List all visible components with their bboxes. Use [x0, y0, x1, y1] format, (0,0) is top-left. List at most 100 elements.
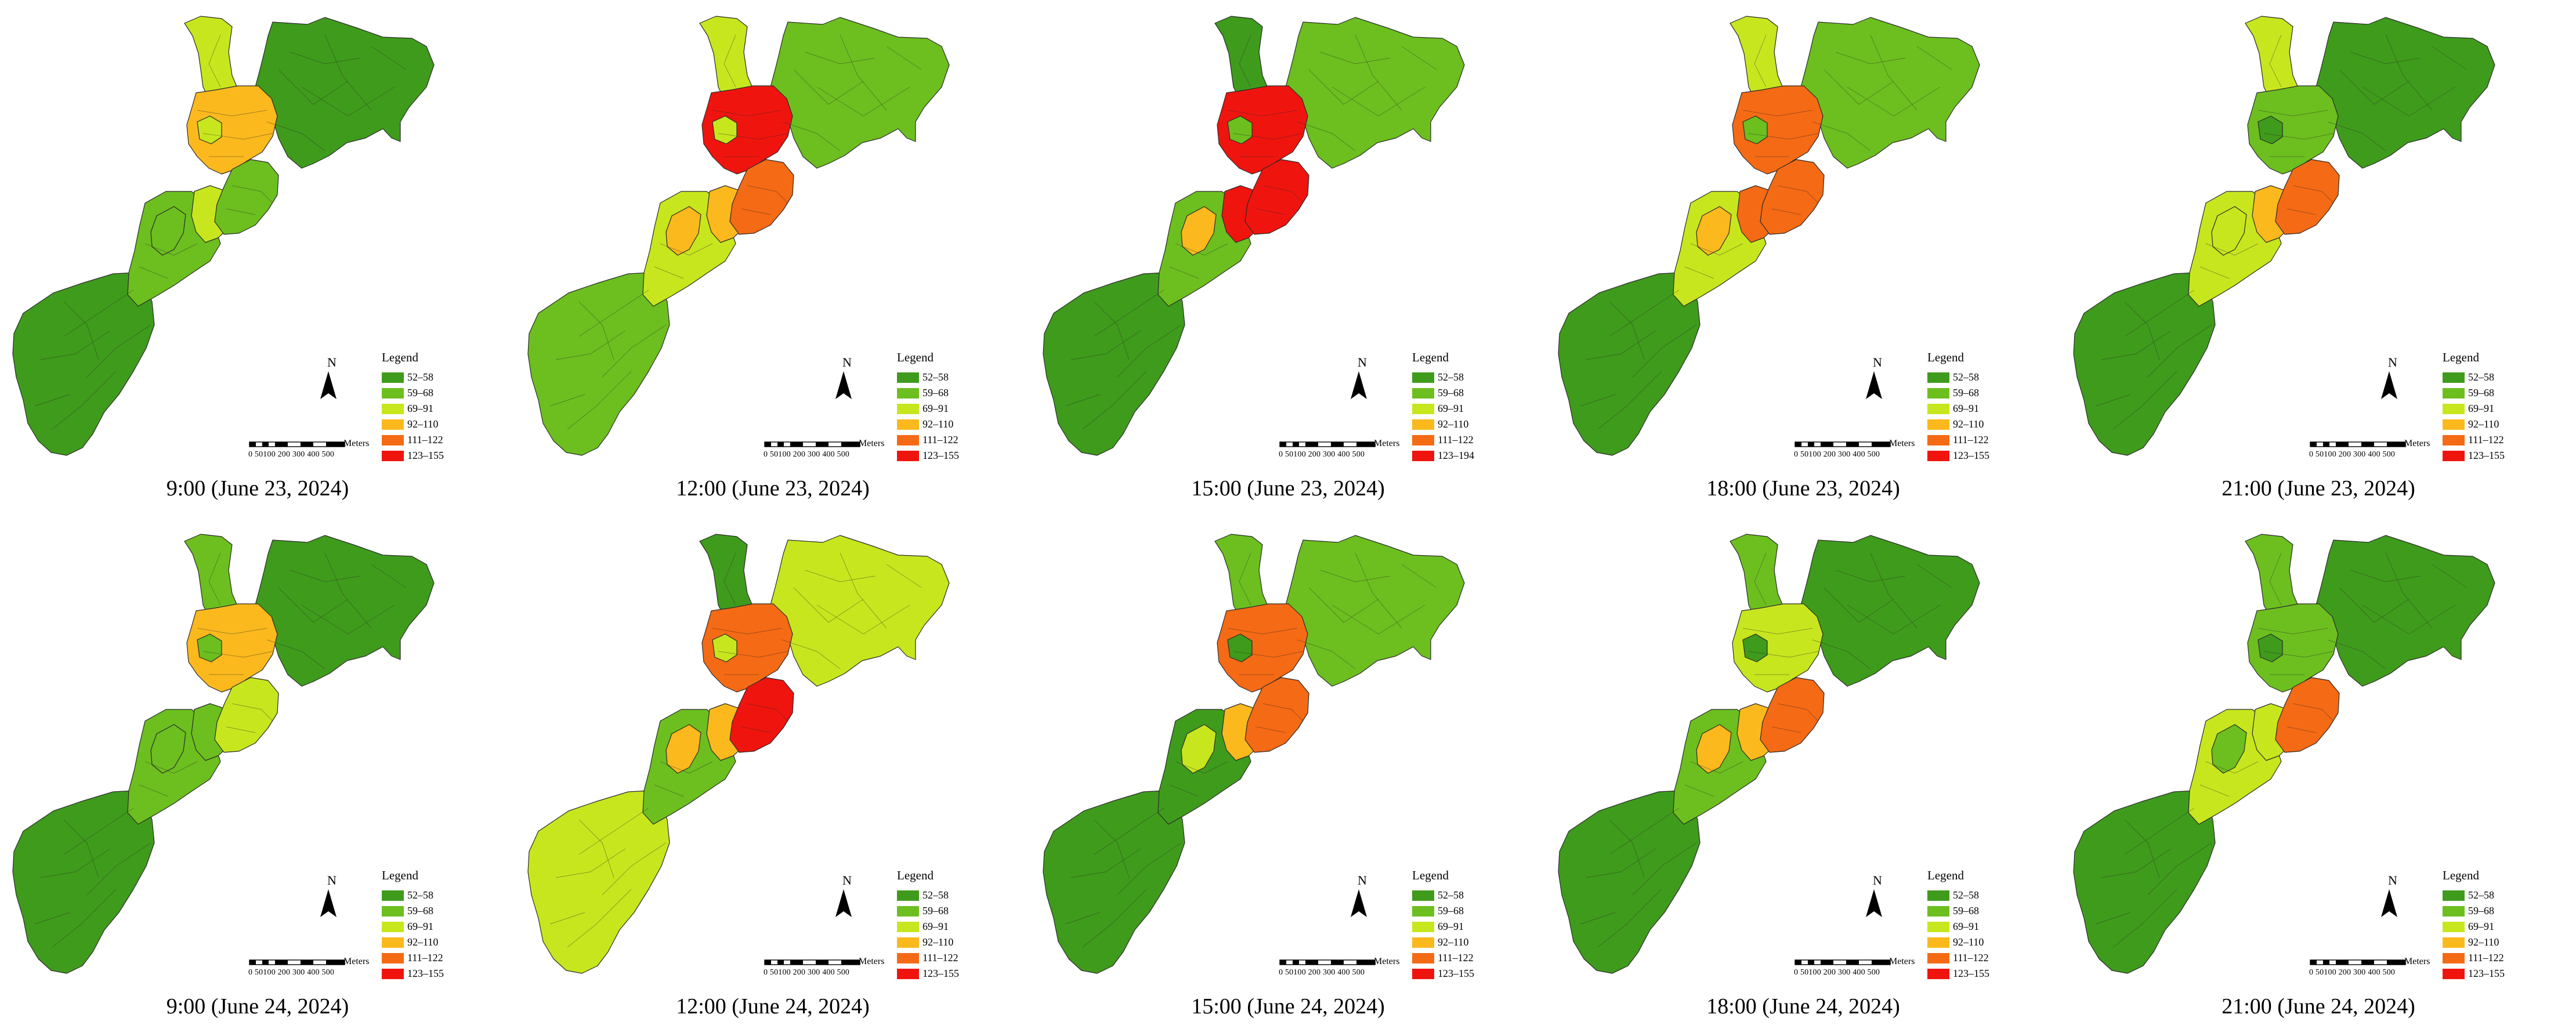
legend-swatch [1412, 388, 1434, 399]
zone-hub [701, 85, 793, 175]
legend-label: 52–58 [1953, 889, 1979, 901]
north-label: N [1873, 873, 1882, 888]
legend-label: 52–58 [922, 371, 949, 383]
legend-label: 69–91 [407, 403, 433, 414]
zone-hub [1217, 603, 1308, 693]
legend-label: 52–58 [407, 889, 433, 901]
legend-swatch [2443, 372, 2465, 383]
legend-label: 59–68 [1438, 387, 1464, 399]
north-label: N [1358, 873, 1367, 888]
legend-label: 69–91 [407, 921, 433, 932]
scale-ticks: 0 50100 200 300 400 500 [1279, 450, 1365, 459]
zone-center [1760, 159, 1825, 235]
scale-bar-icon [249, 959, 345, 965]
north-arrow-icon [2381, 371, 2397, 399]
scale-unit: Meters [1374, 957, 1400, 966]
zone-center [729, 159, 794, 235]
legend-swatch [897, 906, 919, 917]
legend-swatch [2443, 922, 2465, 932]
legend-label: 123–155 [2468, 450, 2505, 461]
scale-bar-icon [1794, 959, 1891, 965]
legend-title: Legend [1927, 350, 1964, 364]
zone-center [729, 677, 794, 753]
legend-label: 92–110 [1953, 418, 1984, 430]
parcel-boundaries [549, 34, 922, 430]
scale-bar-icon [249, 441, 345, 447]
legend-label: 123–155 [922, 968, 959, 979]
legend-title: Legend [1927, 868, 1964, 882]
legend-swatch [897, 451, 919, 461]
legend-label: 111–122 [922, 434, 958, 445]
zone-southWest [12, 272, 155, 456]
legend-label: 92–110 [922, 418, 954, 430]
parcel-boundaries [1580, 34, 1952, 430]
map-panel: N 0 50100 200 300 400 500 Meters Legend 52–5… [1546, 518, 2061, 1036]
legend-swatch [2443, 969, 2465, 979]
legend-swatch [382, 937, 404, 948]
legend-swatch [382, 388, 404, 399]
legend-label: 59–68 [1953, 387, 1979, 399]
legend-label: 92–110 [922, 936, 954, 948]
legend-label: 92–110 [2468, 936, 2499, 948]
legend-swatch [1412, 953, 1434, 963]
legend-label: 92–110 [1438, 936, 1469, 948]
scale-ticks: 0 50100 200 300 400 500 [1794, 450, 1880, 459]
parcel-boundaries [34, 34, 407, 430]
zone-blob [1696, 724, 1732, 774]
choropleth-map [1558, 534, 1980, 974]
north-arrow-icon [1351, 889, 1367, 917]
legend-title: Legend [897, 350, 934, 364]
legend-swatch [897, 890, 919, 901]
scale-unit: Meters [1889, 439, 1915, 448]
legend-swatch [897, 953, 919, 963]
legend-swatch [2443, 890, 2465, 901]
north-arrow-icon [2381, 889, 2397, 917]
scale-bar-icon [1794, 441, 1891, 447]
legend-title: Legend [897, 868, 934, 882]
north-label: N [2388, 873, 2397, 888]
zone-tip [1742, 115, 1768, 144]
parcel-boundaries [1065, 552, 1437, 948]
parcel-boundaries [1580, 552, 1952, 948]
choropleth-map [12, 534, 435, 974]
north-arrow-icon [835, 371, 852, 399]
legend-title: Legend [1412, 350, 1449, 364]
legend-title: Legend [1412, 868, 1449, 882]
north-arrow-icon [1866, 889, 1882, 917]
legend-swatch [382, 419, 404, 430]
zone-blob [150, 724, 186, 774]
panel-caption: 21:00 (June 24, 2024) [2222, 994, 2415, 1019]
zone-tip [1742, 633, 1768, 662]
legend-label: 123–155 [1438, 968, 1474, 979]
legend-swatch [382, 372, 404, 383]
scale-ticks: 0 50100 200 300 400 500 [248, 450, 335, 459]
legend-swatch [1927, 937, 1949, 948]
scale-bar-icon [1279, 959, 1376, 965]
map-panel: N 0 50100 200 300 400 500 Meters Legend 52–5… [515, 0, 1030, 518]
legend-swatch [1927, 388, 1949, 399]
legend-label: 59–68 [922, 905, 949, 917]
legend-label: 123–155 [2468, 968, 2505, 979]
legend-label: 69–91 [1953, 403, 1979, 414]
zone-hub [1732, 85, 1824, 175]
legend-label: 111–122 [1438, 434, 1474, 445]
zone-southWest [527, 790, 670, 974]
legend-swatch [1412, 372, 1434, 383]
zone-blob [665, 724, 701, 774]
legend-label: 123–194 [1438, 450, 1474, 461]
choropleth-map [2073, 534, 2495, 974]
panel-caption: 12:00 (June 24, 2024) [676, 994, 870, 1019]
legend-swatch [1927, 372, 1949, 383]
legend-label: 69–91 [1438, 403, 1464, 414]
north-label: N [1358, 355, 1367, 370]
scale-bar-icon [2310, 959, 2406, 965]
zone-southWest [527, 272, 670, 456]
zone-eastPlate [1800, 535, 1980, 687]
legend-swatch [1412, 404, 1434, 414]
legend-label: 59–68 [2468, 905, 2494, 917]
legend-swatch [2443, 435, 2465, 445]
scale-ticks: 0 50100 200 300 400 500 [1279, 968, 1365, 977]
zone-hub [2247, 603, 2339, 693]
legend-label: 69–91 [2468, 403, 2494, 414]
